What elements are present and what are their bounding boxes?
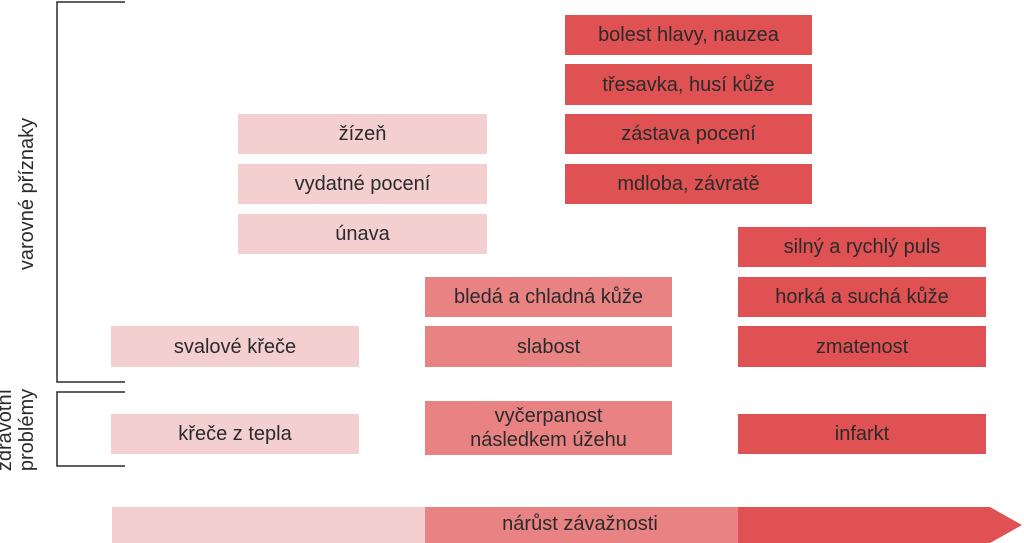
health-problems-bracket bbox=[56, 391, 125, 467]
sign-weakness: slabost bbox=[425, 326, 672, 367]
warning-signs-axis-label: varovné příznaky bbox=[16, 117, 38, 271]
sign-sweating-stops: zástava pocení bbox=[565, 114, 812, 154]
problem-heat-exhaustion: vyčerpanost následkem úžehu bbox=[425, 401, 672, 455]
sign-fatigue: únava bbox=[238, 214, 487, 254]
warning-signs-bracket bbox=[56, 1, 125, 383]
sign-chills: třesavka, husí kůže bbox=[565, 64, 812, 105]
severity-segment-1 bbox=[112, 507, 425, 543]
sign-thirst: žízeň bbox=[238, 114, 487, 154]
sign-hot-dry-skin: horká a suchá kůže bbox=[738, 277, 986, 317]
sign-pale-cold-skin: bledá a chladná kůže bbox=[425, 277, 672, 317]
severity-segment-2 bbox=[425, 507, 738, 543]
sign-headache-nausea: bolest hlavy, nauzea bbox=[565, 15, 812, 55]
health-problems-axis-label: zdravotní problémy bbox=[0, 388, 38, 472]
sign-muscle-cramps: svalové křeče bbox=[111, 326, 359, 367]
sign-strong-fast-pulse: silný a rychlý puls bbox=[738, 227, 986, 267]
sign-fainting-dizziness: mdloba, závratě bbox=[565, 164, 812, 204]
sign-heavy-sweating: vydatné pocení bbox=[238, 164, 487, 204]
problem-heat-cramps: křeče z tepla bbox=[111, 414, 359, 454]
problem-heart-attack: infarkt bbox=[738, 414, 986, 454]
sign-confusion: zmatenost bbox=[738, 326, 986, 367]
severity-segment-3 bbox=[738, 507, 1022, 543]
severity-axis-label: nárůst závažnosti bbox=[502, 512, 658, 535]
